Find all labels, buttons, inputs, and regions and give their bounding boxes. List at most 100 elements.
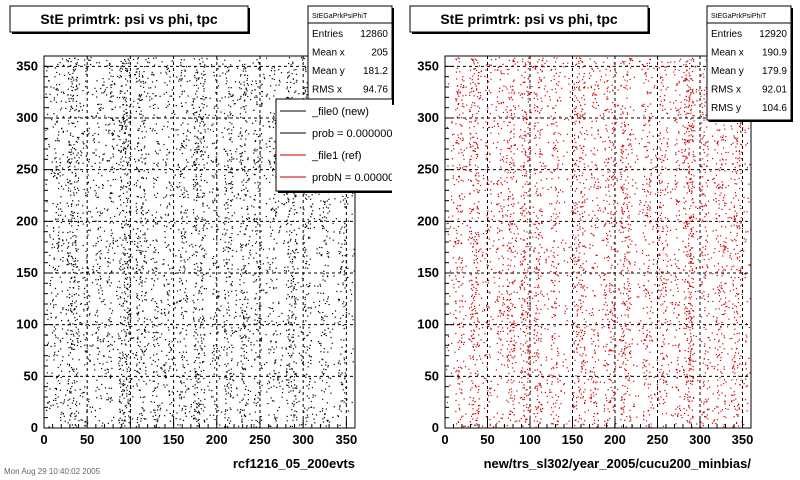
scatter-point xyxy=(157,418,159,420)
scatter-point xyxy=(181,359,184,361)
scatter-point xyxy=(77,225,79,227)
scatter-point xyxy=(234,81,237,83)
scatter-point xyxy=(231,95,233,97)
scatter-point xyxy=(240,347,242,349)
scatter-point xyxy=(123,202,125,204)
scatter-point xyxy=(168,283,170,285)
scatter-point xyxy=(143,189,145,191)
scatter-point xyxy=(202,323,204,325)
scatter-point xyxy=(109,63,111,65)
scatter-point xyxy=(291,311,293,313)
scatter-point xyxy=(202,237,204,239)
scatter-point xyxy=(154,345,156,347)
scatter-point xyxy=(127,318,129,320)
scatter-point xyxy=(155,211,158,213)
scatter-point xyxy=(292,271,294,273)
scatter-point xyxy=(309,223,312,225)
scatter-point xyxy=(317,341,320,343)
scatter-point xyxy=(171,391,173,393)
scatter-point xyxy=(126,211,128,213)
scatter-point xyxy=(255,394,257,396)
scatter-point xyxy=(194,225,196,228)
scatter-point xyxy=(218,350,220,352)
scatter-point xyxy=(111,84,113,86)
scatter-point xyxy=(182,351,185,353)
scatter-point xyxy=(55,101,57,103)
scatter-point xyxy=(153,371,155,373)
scatter-point xyxy=(271,209,273,211)
scatter-point xyxy=(142,310,144,312)
scatter-point xyxy=(171,348,173,350)
scatter-point xyxy=(226,80,228,82)
scatter-point xyxy=(119,262,121,264)
scatter-point xyxy=(51,161,53,163)
scatter-point xyxy=(229,121,231,124)
scatter-point xyxy=(321,247,323,249)
scatter-point xyxy=(69,287,71,289)
scatter-point xyxy=(297,282,299,284)
scatter-point xyxy=(87,58,89,60)
scatter-point xyxy=(120,67,122,69)
scatter-point xyxy=(49,303,52,305)
scatter-point xyxy=(88,210,90,212)
scatter-point xyxy=(126,174,128,176)
scatter-point xyxy=(125,237,127,239)
scatter-point xyxy=(325,408,327,410)
scatter-point xyxy=(180,235,183,237)
scatter-point xyxy=(233,331,235,333)
scatter-point xyxy=(158,143,160,145)
scatter-point xyxy=(99,162,101,164)
scatter-point xyxy=(196,137,198,139)
scatter-point xyxy=(352,255,354,257)
scatter-point xyxy=(75,374,78,376)
scatter-point xyxy=(241,409,243,411)
scatter-point xyxy=(136,421,138,424)
scatter-point xyxy=(75,161,77,163)
scatter-point xyxy=(122,383,124,385)
scatter-point xyxy=(216,228,218,231)
scatter-point xyxy=(172,151,174,153)
scatter-point xyxy=(159,404,161,406)
scatter-point xyxy=(294,306,296,308)
scatter-point xyxy=(322,323,324,325)
scatter-point xyxy=(107,208,109,210)
scatter-point xyxy=(96,397,98,399)
scatter-point xyxy=(121,127,123,129)
scatter-point xyxy=(120,305,122,307)
scatter-point xyxy=(227,392,229,394)
scatter-point xyxy=(75,425,77,427)
scatter-point xyxy=(288,75,290,77)
scatter-point xyxy=(74,316,76,319)
scatter-point xyxy=(286,330,288,332)
scatter-point xyxy=(225,390,227,392)
scatter-point xyxy=(72,200,74,202)
scatter-point xyxy=(253,402,255,404)
scatter-point xyxy=(200,268,203,270)
scatter-point xyxy=(163,263,165,265)
scatter-point xyxy=(72,333,74,335)
scatter-point xyxy=(168,244,170,246)
scatter-point xyxy=(62,307,64,309)
scatter-point xyxy=(251,365,253,368)
scatter-point xyxy=(132,267,134,269)
scatter-point xyxy=(340,246,342,248)
scatter-point xyxy=(56,376,58,378)
scatter-point xyxy=(68,383,70,385)
scatter-point xyxy=(201,154,203,156)
scatter-point xyxy=(291,258,293,260)
scatter-point xyxy=(226,376,228,379)
scatter-point xyxy=(305,320,307,322)
scatter-point xyxy=(50,316,52,318)
scatter-point xyxy=(76,154,78,156)
scatter-point xyxy=(286,374,288,376)
scatter-point xyxy=(245,415,247,417)
scatter-point xyxy=(53,330,55,332)
scatter-point xyxy=(294,414,296,416)
scatter-point xyxy=(54,287,57,289)
scatter-point xyxy=(195,273,197,275)
scatter-point xyxy=(247,399,249,401)
scatter-point xyxy=(294,91,296,93)
scatter-point xyxy=(287,384,289,387)
scatter-point xyxy=(108,319,110,321)
scatter-point xyxy=(274,271,276,273)
